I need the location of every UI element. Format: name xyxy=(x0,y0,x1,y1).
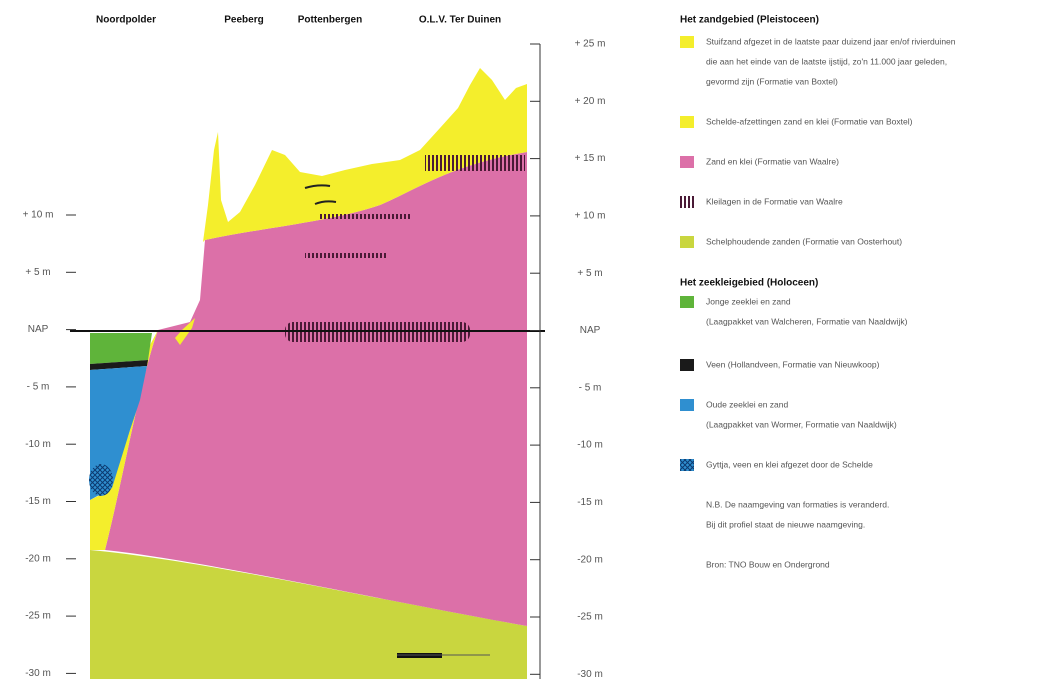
legend-swatch xyxy=(680,36,694,48)
peat xyxy=(90,360,148,370)
right-axis-label: -10 m xyxy=(577,440,603,451)
location-label: Noordpolder xyxy=(96,15,156,26)
legend-text: Gyttja, veen en klei afgezet door de Sch… xyxy=(706,459,873,469)
left-axis-label: NAP xyxy=(28,324,49,335)
legend-swatch xyxy=(680,459,694,471)
left-axis-label: + 5 m xyxy=(25,267,50,278)
note: N.B. De naamgeving van formaties is vera… xyxy=(706,499,889,509)
gyttja xyxy=(89,464,113,496)
layers xyxy=(70,44,545,679)
location-label: Peeberg xyxy=(224,15,263,26)
legend-text: Veen (Hollandveen, Formatie van Nieuwkoo… xyxy=(706,359,880,369)
left-axis-label: - 5 m xyxy=(27,382,50,393)
left-axis-label: -30 m xyxy=(25,668,51,679)
right-axis-label: -15 m xyxy=(577,497,603,508)
legend-text: Stuifzand afgezet in de laatste paar dui… xyxy=(706,36,956,46)
left-axis-label: -15 m xyxy=(25,496,51,507)
legend-heading: Het zeekleigebied (Holoceen) xyxy=(680,278,818,289)
source: Bron: TNO Bouw en Ondergrond xyxy=(706,559,830,569)
legend-text: Schelde-afzettingen zand en klei (Format… xyxy=(706,116,913,126)
legend-text: Schelphoudende zanden (Formatie van Oost… xyxy=(706,236,902,246)
clay-layers xyxy=(305,253,387,258)
clay-layers xyxy=(425,155,525,171)
right-axis-label: + 15 m xyxy=(575,153,606,164)
right-axis-label: -30 m xyxy=(577,669,603,679)
dune-sand xyxy=(203,68,527,242)
legend-text: (Laagpakket van Walcheren, Formatie van … xyxy=(706,316,908,326)
shell-sand xyxy=(90,550,527,679)
legend-swatch xyxy=(680,116,694,128)
young-sea-clay xyxy=(90,333,152,364)
right-axis-label: + 25 m xyxy=(575,39,606,50)
legend-swatch xyxy=(680,359,694,371)
legend-swatch xyxy=(680,296,694,308)
left-axis-label: -20 m xyxy=(25,553,51,564)
legend-heading: Het zandgebied (Pleistoceen) xyxy=(680,15,819,26)
right-axis-label: -20 m xyxy=(577,554,603,565)
clay-lens xyxy=(304,184,337,205)
clay-layers xyxy=(320,214,412,219)
left-axis-label: -10 m xyxy=(25,439,51,450)
legend-swatch xyxy=(680,156,694,168)
right-axis-label: + 20 m xyxy=(575,96,606,107)
legend-text: Kleilagen in de Formatie van Waalre xyxy=(706,196,843,206)
legend-text: gevormd zijn (Formatie van Boxtel) xyxy=(706,76,838,86)
legend-swatch xyxy=(680,236,694,248)
left-axis-label: + 10 m xyxy=(23,210,54,221)
legend-text: Zand en klei (Formatie van Waalre) xyxy=(706,156,839,166)
legend-swatch xyxy=(680,196,694,208)
left-axis-label: -25 m xyxy=(25,611,51,622)
legend-text: (Laagpakket van Wormer, Formatie van Naa… xyxy=(706,419,897,429)
sand-clay-waalre xyxy=(105,152,527,626)
legend-swatch xyxy=(680,399,694,411)
right-axis-label: NAP xyxy=(580,325,601,336)
location-label: Pottenbergen xyxy=(298,15,362,26)
right-axis-label: + 10 m xyxy=(575,211,606,222)
note: Bij dit profiel staat de nieuwe naamgevi… xyxy=(706,519,865,529)
right-axis-label: - 5 m xyxy=(579,382,602,393)
right-axis-label: -25 m xyxy=(577,612,603,623)
location-label: O.L.V. Ter Duinen xyxy=(419,15,501,26)
legend-text: Jonge zeeklei en zand xyxy=(706,296,791,306)
legend-text: Oude zeeklei en zand xyxy=(706,399,788,409)
right-axis-label: + 5 m xyxy=(577,268,602,279)
legend-text: die aan het einde van de laatste ijstijd… xyxy=(706,56,947,66)
